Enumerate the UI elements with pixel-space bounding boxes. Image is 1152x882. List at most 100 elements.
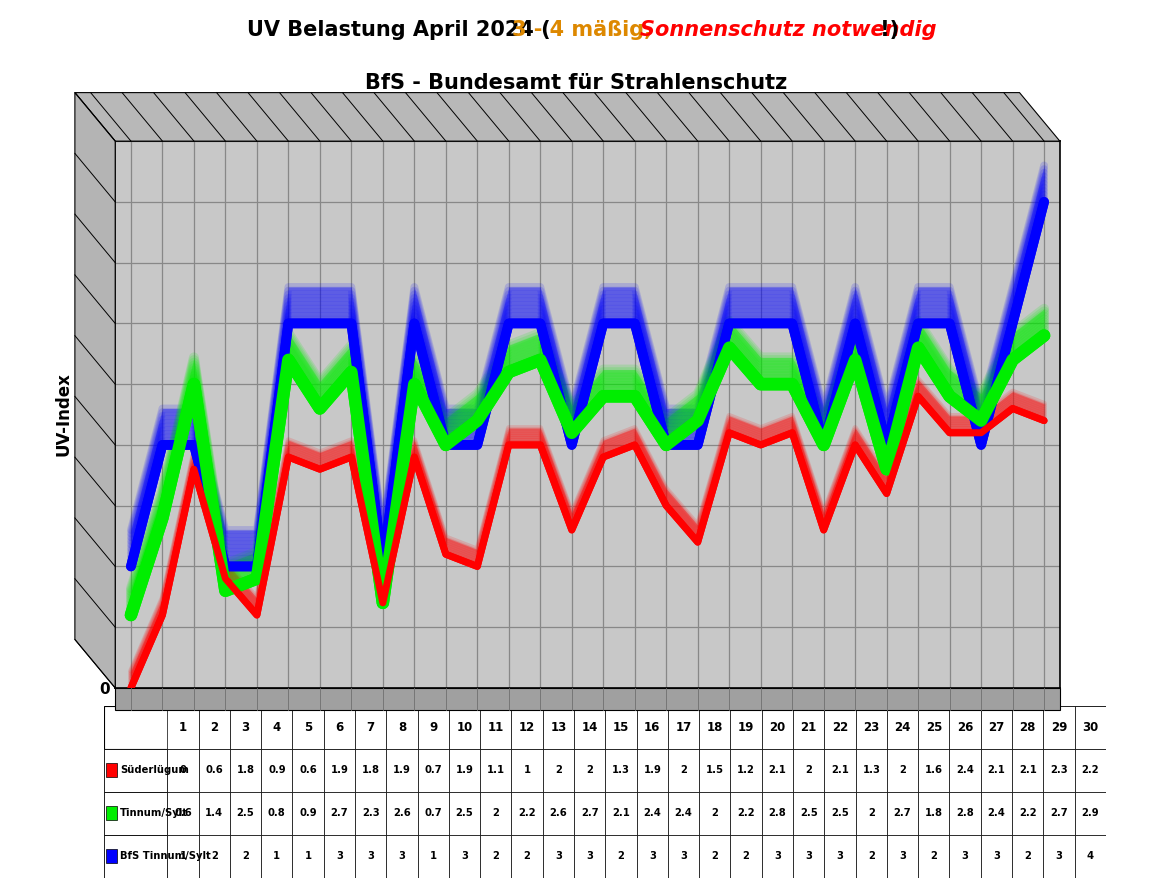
Bar xyxy=(480,749,511,792)
Bar xyxy=(449,706,480,749)
Bar xyxy=(605,792,637,834)
Text: BfS - Bundesamt für Strahlenschutz: BfS - Bundesamt für Strahlenschutz xyxy=(365,72,787,93)
Text: 1.3: 1.3 xyxy=(863,765,880,775)
Bar xyxy=(574,706,605,749)
Text: 1.9: 1.9 xyxy=(393,765,411,775)
Text: 4: 4 xyxy=(273,721,281,734)
Bar xyxy=(106,848,116,863)
Bar xyxy=(449,792,480,834)
Bar xyxy=(761,749,793,792)
Bar xyxy=(887,749,918,792)
Text: 2: 2 xyxy=(931,851,938,861)
Text: 1.6: 1.6 xyxy=(925,765,942,775)
Bar xyxy=(918,834,949,878)
Text: 15: 15 xyxy=(613,721,629,734)
Text: 22: 22 xyxy=(832,721,848,734)
Bar xyxy=(793,706,825,749)
Bar xyxy=(668,792,699,834)
Text: 2.1: 2.1 xyxy=(768,765,787,775)
Text: 30: 30 xyxy=(1082,721,1098,734)
Bar xyxy=(1013,749,1044,792)
Bar xyxy=(1075,749,1106,792)
Bar xyxy=(887,706,918,749)
Bar xyxy=(324,834,355,878)
Bar xyxy=(699,834,730,878)
Text: 0.7: 0.7 xyxy=(424,765,442,775)
Text: 16: 16 xyxy=(644,721,660,734)
Text: 1.5: 1.5 xyxy=(706,765,723,775)
Bar xyxy=(418,706,449,749)
Bar xyxy=(730,792,761,834)
Bar xyxy=(230,749,262,792)
Bar xyxy=(668,834,699,878)
Text: 19: 19 xyxy=(738,721,755,734)
Text: 3: 3 xyxy=(461,851,468,861)
Bar xyxy=(699,749,730,792)
Bar xyxy=(480,834,511,878)
Text: 2: 2 xyxy=(242,851,249,861)
Text: 1: 1 xyxy=(273,851,280,861)
Text: 6: 6 xyxy=(335,721,343,734)
Text: 2.6: 2.6 xyxy=(393,808,411,818)
Text: 2.4: 2.4 xyxy=(675,808,692,818)
Bar xyxy=(511,706,543,749)
Bar xyxy=(355,749,386,792)
Bar xyxy=(355,706,386,749)
Text: 3: 3 xyxy=(555,851,562,861)
Bar xyxy=(637,792,668,834)
Bar xyxy=(418,792,449,834)
Bar xyxy=(480,792,511,834)
Bar xyxy=(543,706,574,749)
Bar xyxy=(1044,749,1075,792)
Bar xyxy=(1013,792,1044,834)
Bar xyxy=(106,806,116,820)
Bar xyxy=(1013,706,1044,749)
Text: 3: 3 xyxy=(649,851,655,861)
Text: 25: 25 xyxy=(926,721,942,734)
Bar xyxy=(1044,834,1075,878)
Text: 2.1: 2.1 xyxy=(831,765,849,775)
Bar xyxy=(730,834,761,878)
Text: 2.9: 2.9 xyxy=(1082,808,1099,818)
Bar xyxy=(104,749,167,792)
Bar xyxy=(230,792,262,834)
Bar xyxy=(230,706,262,749)
Bar xyxy=(761,706,793,749)
Bar xyxy=(262,792,293,834)
Bar xyxy=(699,792,730,834)
Bar xyxy=(668,706,699,749)
Bar xyxy=(949,706,980,749)
Text: 2.4: 2.4 xyxy=(643,808,661,818)
Bar xyxy=(262,834,293,878)
Text: 3: 3 xyxy=(836,851,843,861)
Text: 26: 26 xyxy=(957,721,973,734)
Bar xyxy=(980,706,1013,749)
Bar xyxy=(324,706,355,749)
Bar xyxy=(980,792,1013,834)
Text: 2: 2 xyxy=(712,851,718,861)
Text: 2.6: 2.6 xyxy=(550,808,567,818)
Bar xyxy=(293,792,324,834)
Bar xyxy=(949,749,980,792)
Text: 2.3: 2.3 xyxy=(1051,765,1068,775)
Text: 2: 2 xyxy=(899,765,905,775)
Text: UV Belastung April 2024 (: UV Belastung April 2024 ( xyxy=(248,19,551,40)
Bar xyxy=(104,792,167,834)
Text: 2: 2 xyxy=(210,721,219,734)
Text: 1: 1 xyxy=(180,851,187,861)
Bar xyxy=(856,834,887,878)
Text: 1.4: 1.4 xyxy=(205,808,223,818)
Bar xyxy=(543,792,574,834)
Bar xyxy=(1075,834,1106,878)
Bar xyxy=(825,792,856,834)
Text: 4: 4 xyxy=(1086,851,1094,861)
Bar xyxy=(793,834,825,878)
Text: 2: 2 xyxy=(712,808,718,818)
Bar xyxy=(605,706,637,749)
Bar xyxy=(761,834,793,878)
Text: 2.4: 2.4 xyxy=(987,808,1006,818)
Bar xyxy=(355,834,386,878)
Text: 1.9: 1.9 xyxy=(331,765,348,775)
Bar xyxy=(980,834,1013,878)
Text: 2.3: 2.3 xyxy=(362,808,379,818)
